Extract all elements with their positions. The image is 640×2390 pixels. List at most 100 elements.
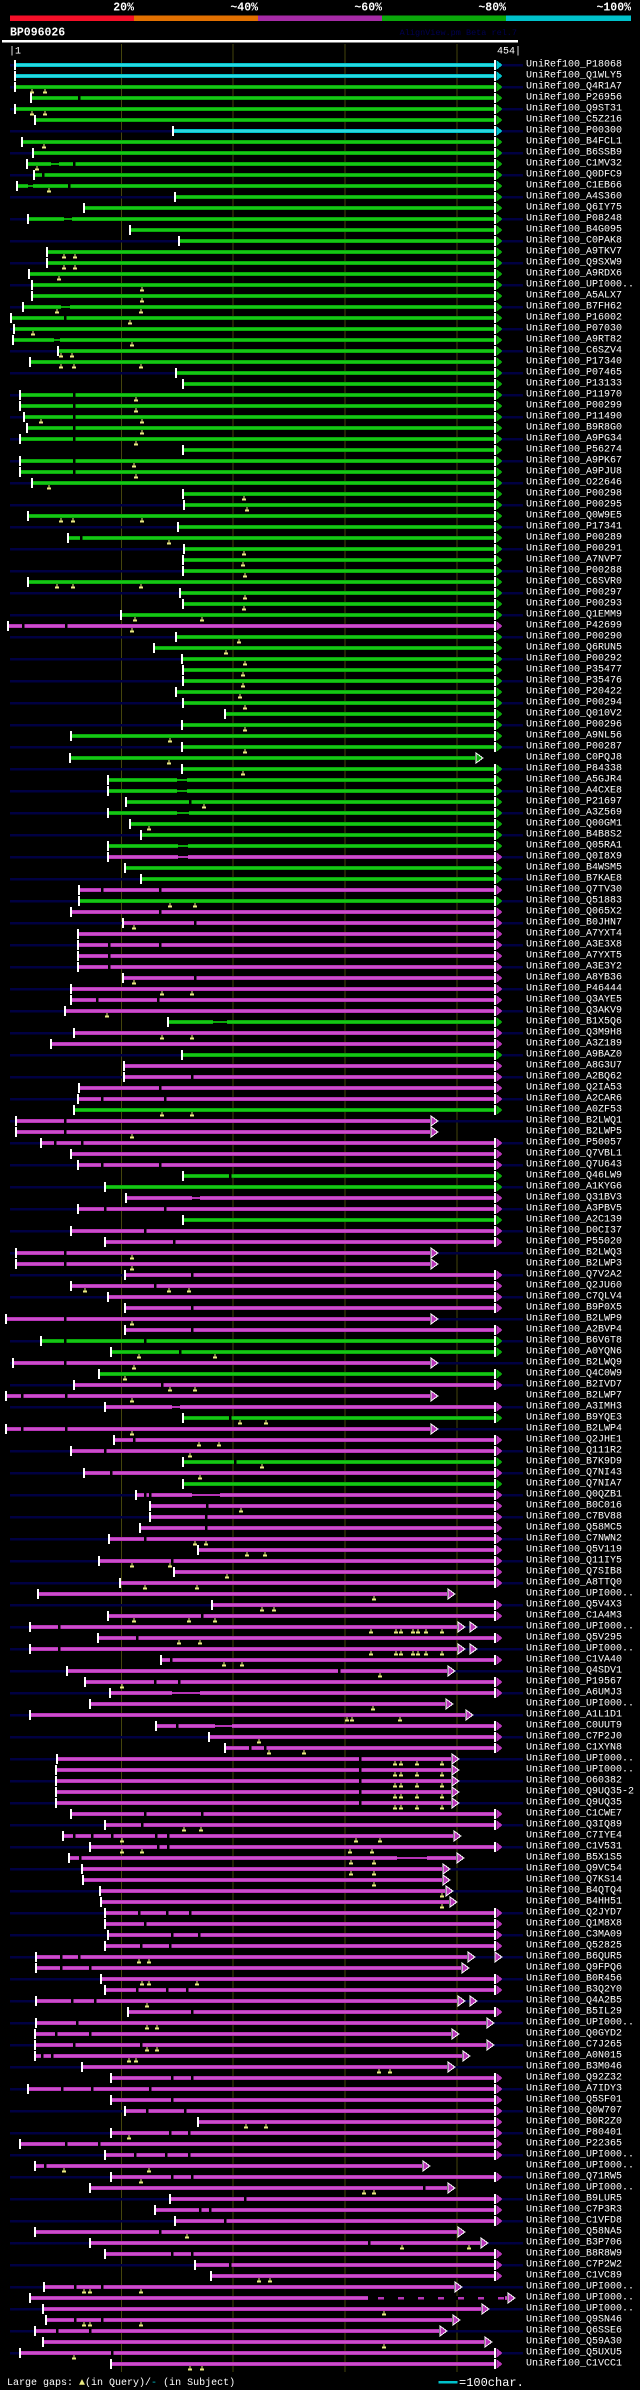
svg-text:UniRef100_Q7NIA7: UniRef100_Q7NIA7 xyxy=(526,1477,622,1489)
svg-text:UniRef100_Q1WLY5: UniRef100_Q1WLY5 xyxy=(526,69,622,81)
svg-text:UniRef100_P35476: UniRef100_P35476 xyxy=(526,674,622,686)
svg-text:UniRef100_C6SZV4: UniRef100_C6SZV4 xyxy=(526,344,622,356)
svg-text:UniRef100_A1L1D1: UniRef100_A1L1D1 xyxy=(526,1708,622,1720)
svg-text:UniRef100_P00288: UniRef100_P00288 xyxy=(526,564,622,576)
svg-text:UniRef100_A9PK67: UniRef100_A9PK67 xyxy=(526,454,622,466)
svg-text:UniRef100_C5Z216: UniRef100_C5Z216 xyxy=(526,113,622,125)
svg-text:UniRef100_Q9UQ35: UniRef100_Q9UQ35 xyxy=(526,1796,622,1808)
svg-text:UniRef100_P00298: UniRef100_P00298 xyxy=(526,487,622,499)
svg-text:~60%: ~60% xyxy=(354,2,382,15)
svg-text:UniRef100_Q9UQ35-2: UniRef100_Q9UQ35-2 xyxy=(526,1785,634,1797)
svg-text:UniRef100_A5GJR4: UniRef100_A5GJR4 xyxy=(526,773,622,785)
svg-text:UniRef100_A7IDY3: UniRef100_A7IDY3 xyxy=(526,2082,622,2094)
svg-text:|1: |1 xyxy=(9,46,21,58)
svg-text:UniRef100_A9BAZ0: UniRef100_A9BAZ0 xyxy=(526,1048,622,1060)
svg-text:UniRef100_Q0W9E5: UniRef100_Q0W9E5 xyxy=(526,509,622,521)
svg-text:UniRef100_P00294: UniRef100_P00294 xyxy=(526,696,622,708)
svg-text:UniRef100_P56274: UniRef100_P56274 xyxy=(526,443,622,455)
svg-text:UniRef100_Q4R1A7: UniRef100_Q4R1A7 xyxy=(526,80,622,92)
svg-text:UniRef100_Q92Z32: UniRef100_Q92Z32 xyxy=(526,2071,622,2083)
svg-text:UniRef100_Q3AKV9: UniRef100_Q3AKV9 xyxy=(526,1004,622,1016)
svg-text:UniRef100_Q52825: UniRef100_Q52825 xyxy=(526,1939,622,1951)
svg-text:UniRef100_B9P0X5: UniRef100_B9P0X5 xyxy=(526,1301,622,1313)
svg-text:UniRef100_Q51883: UniRef100_Q51883 xyxy=(526,894,622,906)
svg-text:UniRef100_P00291: UniRef100_P00291 xyxy=(526,542,622,554)
svg-text:UniRef100_A4CXE8: UniRef100_A4CXE8 xyxy=(526,784,622,796)
svg-text:UniRef100_Q58NA5: UniRef100_Q58NA5 xyxy=(526,2225,622,2237)
svg-text:UniRef100_B0R2Z0: UniRef100_B0R2Z0 xyxy=(526,2115,622,2127)
svg-text:454|: 454| xyxy=(497,46,521,58)
svg-text:UniRef100_C7J265: UniRef100_C7J265 xyxy=(526,2038,622,2050)
svg-text:UniRef100_Q5V295: UniRef100_Q5V295 xyxy=(526,1631,622,1643)
svg-text:UniRef100_A2C139: UniRef100_A2C139 xyxy=(526,1213,622,1225)
svg-text:UniRef100_Q0GYD2: UniRef100_Q0GYD2 xyxy=(526,2027,622,2039)
svg-text:UniRef100_C3MA09: UniRef100_C3MA09 xyxy=(526,1928,622,1940)
svg-text:UniRef100_P11970: UniRef100_P11970 xyxy=(526,388,622,400)
svg-text:UniRef100_P00290: UniRef100_P00290 xyxy=(526,630,622,642)
svg-text:UniRef100_A3IMH3: UniRef100_A3IMH3 xyxy=(526,1400,622,1412)
svg-text:UniRef100_B4FCL1: UniRef100_B4FCL1 xyxy=(526,135,622,147)
svg-text:UniRef100_P07465: UniRef100_P07465 xyxy=(526,366,622,378)
svg-text:UniRef100_UPI000..: UniRef100_UPI000.. xyxy=(526,2016,634,2028)
svg-text:UniRef100_Q0I8X9: UniRef100_Q0I8X9 xyxy=(526,850,622,862)
svg-text:UniRef100_Q4C0W9: UniRef100_Q4C0W9 xyxy=(526,1367,622,1379)
svg-text:UniRef100_Q4SDV1: UniRef100_Q4SDV1 xyxy=(526,1664,622,1676)
svg-text:UniRef100_Q9SN46: UniRef100_Q9SN46 xyxy=(526,2313,622,2325)
svg-text:UniRef100_B2IVD7: UniRef100_B2IVD7 xyxy=(526,1378,622,1390)
svg-text:UniRef100_B2LWP5: UniRef100_B2LWP5 xyxy=(526,1125,622,1137)
svg-text:UniRef100_P22365: UniRef100_P22365 xyxy=(526,2137,622,2149)
svg-text:UniRef100_O60382: UniRef100_O60382 xyxy=(526,1774,622,1786)
svg-text:UniRef100_C7NWN2: UniRef100_C7NWN2 xyxy=(526,1532,622,1544)
svg-text:UniRef100_P19567: UniRef100_P19567 xyxy=(526,1675,622,1687)
svg-text:UniRef100_B0JHN7: UniRef100_B0JHN7 xyxy=(526,916,622,928)
svg-text:Large gaps: ▲(in Query)/- (in: Large gaps: ▲(in Query)/- (in Subject) xyxy=(7,2377,235,2389)
svg-text:UniRef100_Q3M9H8: UniRef100_Q3M9H8 xyxy=(526,1026,622,1038)
svg-text:UniRef100_Q6RUN5: UniRef100_Q6RUN5 xyxy=(526,641,622,653)
svg-text:UniRef100_C7IYE4: UniRef100_C7IYE4 xyxy=(526,1829,622,1841)
svg-text:UniRef100_UPI000..: UniRef100_UPI000.. xyxy=(526,2302,634,2314)
svg-text:UniRef100_B9LUR5: UniRef100_B9LUR5 xyxy=(526,2192,622,2204)
svg-text:UniRef100_P00299: UniRef100_P00299 xyxy=(526,399,622,411)
svg-text:UniRef100_A3Z569: UniRef100_A3Z569 xyxy=(526,806,622,818)
svg-text:UniRef100_Q065X2: UniRef100_Q065X2 xyxy=(526,905,622,917)
svg-text:UniRef100_Q3AYE5: UniRef100_Q3AYE5 xyxy=(526,993,622,1005)
svg-text:~40%: ~40% xyxy=(230,2,258,15)
svg-text:UniRef100_UPI000..: UniRef100_UPI000.. xyxy=(526,2159,634,2171)
svg-text:UniRef100_UPI000..: UniRef100_UPI000.. xyxy=(526,2148,634,2160)
svg-text:UniRef100_P55020: UniRef100_P55020 xyxy=(526,1235,622,1247)
svg-text:UniRef100_A9TKV7: UniRef100_A9TKV7 xyxy=(526,245,622,257)
svg-text:UniRef100_P46444: UniRef100_P46444 xyxy=(526,982,622,994)
svg-text:UniRef100_B2LWQ3: UniRef100_B2LWQ3 xyxy=(526,1246,622,1258)
svg-text:UniRef100_C1CWE7: UniRef100_C1CWE7 xyxy=(526,1807,622,1819)
svg-text:UniRef100_Q5V4X3: UniRef100_Q5V4X3 xyxy=(526,1598,622,1610)
svg-text:UniRef100_C7QLV4: UniRef100_C7QLV4 xyxy=(526,1290,622,1302)
svg-text:UniRef100_Q9FPQ6: UniRef100_Q9FPQ6 xyxy=(526,1961,622,1973)
svg-text:UniRef100_C7BV88: UniRef100_C7BV88 xyxy=(526,1510,622,1522)
svg-text:UniRef100_B6QUR5: UniRef100_B6QUR5 xyxy=(526,1950,622,1962)
svg-text:UniRef100_C1XYN8: UniRef100_C1XYN8 xyxy=(526,1741,622,1753)
svg-text:UniRef100_A1KYG6: UniRef100_A1KYG6 xyxy=(526,1180,622,1192)
svg-text:UniRef100_Q05RA1: UniRef100_Q05RA1 xyxy=(526,839,622,851)
svg-text:UniRef100_UPI000..: UniRef100_UPI000.. xyxy=(526,1697,634,1709)
svg-text:UniRef100_Q3IQ89: UniRef100_Q3IQ89 xyxy=(526,1818,622,1830)
svg-text:UniRef100_P08248: UniRef100_P08248 xyxy=(526,212,622,224)
svg-text:UniRef100_Q0W707: UniRef100_Q0W707 xyxy=(526,2104,622,2116)
svg-text:UniRef100_A7NVP7: UniRef100_A7NVP7 xyxy=(526,553,622,565)
svg-text:UniRef100_O22646: UniRef100_O22646 xyxy=(526,476,622,488)
svg-text:UniRef100_C7P2J0: UniRef100_C7P2J0 xyxy=(526,1730,622,1742)
svg-text:UniRef100_B4G095: UniRef100_B4G095 xyxy=(526,223,622,235)
svg-text:UniRef100_P00292: UniRef100_P00292 xyxy=(526,652,622,664)
svg-text:UniRef100_P21697: UniRef100_P21697 xyxy=(526,795,622,807)
svg-text:UniRef100_Q7KS14: UniRef100_Q7KS14 xyxy=(526,1873,622,1885)
svg-text:UniRef100_C0UUT9: UniRef100_C0UUT9 xyxy=(526,1719,622,1731)
svg-text:UniRef100_Q71RW5: UniRef100_Q71RW5 xyxy=(526,2170,622,2182)
svg-text:UniRef100_Q9ST31: UniRef100_Q9ST31 xyxy=(526,102,622,114)
svg-text:UniRef100_A9PG34: UniRef100_A9PG34 xyxy=(526,432,622,444)
svg-text:UniRef100_C1VC89: UniRef100_C1VC89 xyxy=(526,2269,622,2281)
svg-text:AlignView.pm Beta rel.7: AlignView.pm Beta rel.7 xyxy=(400,28,517,38)
svg-text:UniRef100_Q1EMM9: UniRef100_Q1EMM9 xyxy=(526,608,622,620)
svg-text:UniRef100_Q2JYD7: UniRef100_Q2JYD7 xyxy=(526,1906,622,1918)
svg-text:UniRef100_B2LWQ1: UniRef100_B2LWQ1 xyxy=(526,1114,622,1126)
svg-text:UniRef100_A9PJU8: UniRef100_A9PJU8 xyxy=(526,465,622,477)
svg-text:UniRef100_B4WSM5: UniRef100_B4WSM5 xyxy=(526,861,622,873)
